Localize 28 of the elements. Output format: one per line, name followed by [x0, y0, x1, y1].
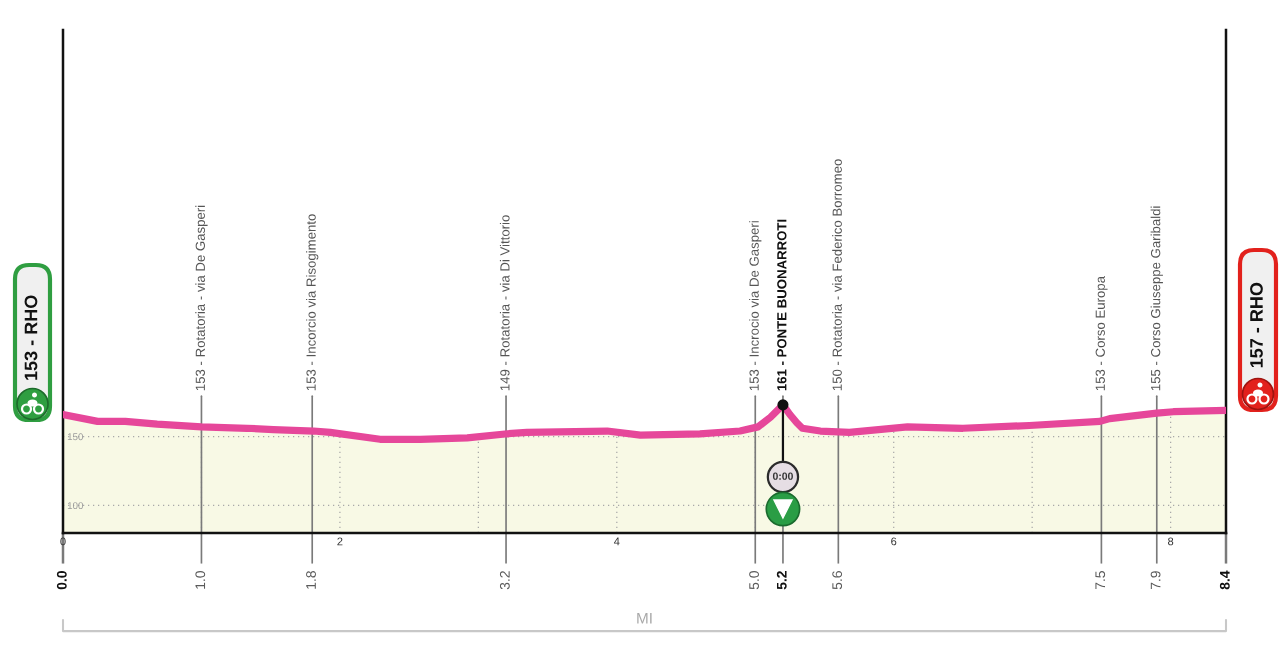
x2-tick-label: 8.4	[1219, 570, 1230, 590]
x-tick-label: 8	[1168, 537, 1174, 546]
ref-line-label: 153 - Corso Europa	[1095, 276, 1108, 391]
x2-tick-label: 0.0	[56, 571, 67, 590]
ref-line-label: 155 - Corso Giuseppe Garibaldi	[1150, 206, 1163, 391]
ref-line-label: 153 - Rotatoria - via De Gasperi	[195, 205, 208, 391]
y-tick-label: 150	[67, 433, 84, 441]
x-tick-label: 2	[337, 537, 343, 546]
x2-tick-label: 7.5	[1095, 571, 1106, 590]
x2-tick-label: 3.2	[499, 571, 510, 590]
x2-tick-label: 5.0	[749, 571, 759, 590]
x-tick-label: 4	[613, 537, 620, 546]
ref-line-label: 153 - Incrocio via De Gasperi	[749, 221, 762, 391]
ref-line-label: 161 - PONTE BUONARROTI	[777, 219, 787, 391]
text: 153 - RHO	[24, 295, 38, 380]
ref-line-label: 153 - Incorcio via Risogimento	[306, 214, 319, 391]
ref-line-label: 149 - Rotatoria - via Di Vittorio	[499, 215, 510, 391]
y-tick-label: 100	[67, 502, 84, 510]
x2-tick-label: 7.9	[1150, 571, 1161, 590]
x2-tick-label: 1.0	[195, 571, 206, 589]
ref-line-label: 150 - Rotatoria - via Federico Borromeo	[832, 159, 842, 391]
x-tick-label: 6	[891, 537, 897, 546]
text: 157 - RHO	[1250, 282, 1263, 368]
x2-tick-label: 5.2	[776, 571, 787, 590]
x-axis-title: MI	[637, 612, 652, 624]
x2-tick-label: 1.8	[306, 571, 316, 589]
x2-tick-label: 5.6	[832, 571, 843, 590]
annotation: 0:00	[772, 472, 793, 480]
